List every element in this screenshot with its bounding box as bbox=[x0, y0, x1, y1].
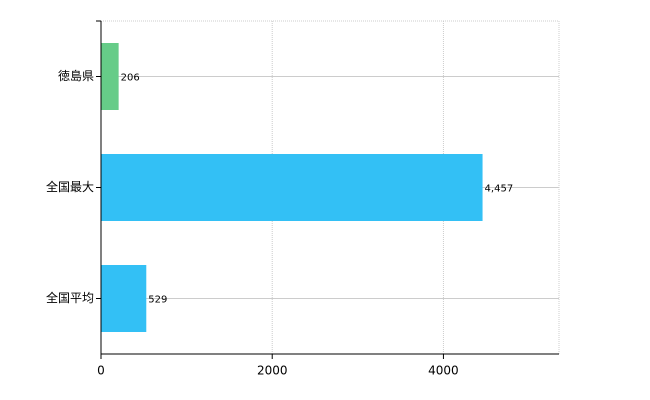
x-tick-label: 0 bbox=[97, 364, 105, 378]
x-tick-label: 4000 bbox=[428, 364, 459, 378]
bar bbox=[101, 43, 119, 110]
value-label: 4,457 bbox=[485, 184, 514, 195]
x-tick-label: 2000 bbox=[257, 364, 288, 378]
bar bbox=[101, 265, 147, 332]
bar bbox=[101, 154, 483, 221]
y-tick-label: 全国平均 bbox=[46, 290, 94, 305]
value-label: 529 bbox=[148, 295, 167, 306]
y-tick-label: 全国最大 bbox=[46, 179, 94, 194]
y-tick-label: 徳島県 bbox=[58, 68, 94, 83]
value-label: 206 bbox=[121, 73, 140, 84]
